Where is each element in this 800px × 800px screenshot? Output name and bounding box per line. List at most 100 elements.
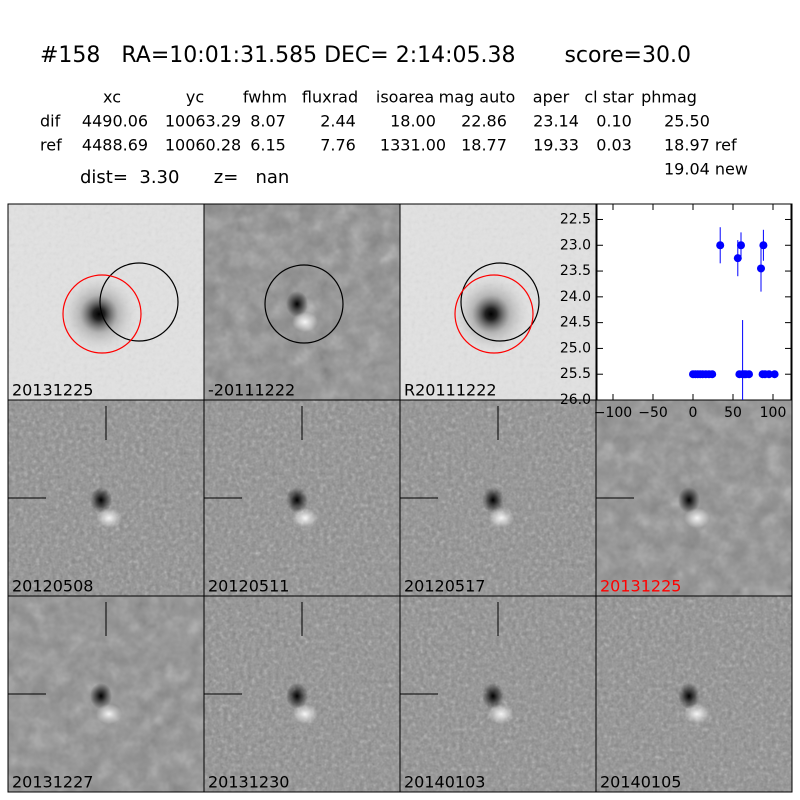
point	[733, 254, 742, 263]
point-group	[708, 370, 717, 379]
light-spot	[488, 704, 514, 724]
column-header: fwhm	[243, 88, 287, 107]
point-group	[765, 370, 773, 379]
table-cell: 0.03	[596, 136, 632, 155]
stamp-label: 20140103	[404, 773, 485, 792]
table-cell: 18.97 ref	[664, 136, 737, 155]
aperture-ref	[62, 274, 142, 354]
dark-spot	[482, 487, 504, 513]
table-cell: 25.50	[664, 112, 710, 131]
dark-spot	[286, 683, 308, 709]
y-tick-label: 25.5	[560, 366, 591, 382]
row-label: ref	[40, 136, 62, 155]
stamp-label: 20131230	[208, 773, 289, 792]
light-spot	[96, 508, 122, 528]
table-cell: 18.00	[390, 112, 436, 131]
galaxy	[61, 276, 137, 352]
stamp-label: 20131225	[12, 381, 93, 400]
aperture	[99, 262, 179, 342]
stamp-label: 20140105	[600, 773, 681, 792]
column-header: mag auto	[439, 88, 516, 107]
stamp-label: R20111222	[404, 381, 497, 400]
stamp-label: 20120517	[404, 577, 485, 596]
row-label: dif	[40, 112, 61, 131]
y-tick-label: 23.5	[560, 263, 591, 279]
point	[745, 370, 753, 379]
aperture	[264, 264, 344, 344]
y-tick-label: 24.5	[560, 315, 591, 331]
panel-frame	[595, 595, 793, 793]
point	[770, 370, 779, 379]
column-header: phmag	[641, 88, 697, 107]
stamp-label: 20120508	[12, 577, 93, 596]
point	[765, 370, 773, 379]
plot-bg	[596, 203, 792, 401]
light-spot	[488, 508, 514, 528]
x-tick-label: 0	[689, 405, 698, 421]
table-cell: 7.76	[320, 136, 356, 155]
dark-spot	[286, 291, 308, 317]
table-cell: 2.44	[320, 112, 356, 131]
stamp-label: 20131225	[600, 577, 681, 596]
light-spot	[292, 508, 318, 528]
light-spot	[684, 508, 710, 528]
point-group	[716, 227, 725, 264]
aperture	[460, 262, 540, 342]
point	[759, 241, 768, 250]
point	[757, 264, 765, 273]
y-tick-label: 25.0	[560, 340, 591, 356]
point-group	[757, 245, 765, 292]
x-tick-label: 100	[760, 405, 787, 421]
light-spot	[684, 704, 710, 724]
point	[716, 241, 725, 250]
x-tick-label: 50	[724, 405, 742, 421]
dark-spot	[482, 683, 504, 709]
point	[737, 241, 745, 250]
table-note: 19.04 new	[664, 160, 748, 179]
table-cell: 18.77	[461, 136, 507, 155]
point-group	[745, 370, 753, 379]
galaxy	[453, 276, 529, 352]
point	[708, 370, 717, 379]
column-header: yc	[186, 88, 204, 107]
table-cell: 4488.69	[82, 136, 148, 155]
table-cell: 22.86	[461, 112, 507, 131]
table-cell: 19.33	[533, 136, 579, 155]
column-header: fluxrad	[302, 88, 358, 107]
point-group	[759, 229, 768, 261]
x-tick-label: −50	[638, 405, 668, 421]
light-spot	[292, 704, 318, 724]
table-cell: 23.14	[533, 112, 579, 131]
table-cell: 6.15	[250, 136, 286, 155]
point-group	[770, 370, 779, 379]
title: #158 RA=10:01:31.585 DEC= 2:14:05.38 sco…	[40, 43, 691, 68]
column-header: cl star	[584, 88, 634, 107]
table-cell: 10060.28	[165, 136, 241, 155]
x-tick-label: −100	[594, 405, 632, 421]
y-tick-label: 23.0	[560, 237, 591, 253]
stamp-label: -20111222	[208, 381, 295, 400]
table-cell: 10063.29	[165, 112, 241, 131]
dark-spot	[90, 487, 112, 513]
y-tick-label: 22.5	[560, 211, 591, 227]
column-header: isoarea	[376, 88, 434, 107]
aperture-ref	[454, 274, 534, 354]
column-header: xc	[103, 88, 121, 107]
dist-line: dist= 3.30 z= nan	[80, 167, 289, 188]
dark-spot	[286, 487, 308, 513]
light-spot	[292, 312, 318, 332]
table-cell: 0.10	[596, 112, 632, 131]
dark-spot	[678, 683, 700, 709]
dark-spot	[678, 487, 700, 513]
stamp-label: 20131227	[12, 773, 93, 792]
stamp-label: 20120511	[208, 577, 289, 596]
table-cell: 8.07	[250, 112, 286, 131]
table-cell: 4490.06	[82, 112, 148, 131]
y-tick-label: 26.0	[560, 392, 591, 408]
dark-spot	[90, 683, 112, 709]
table-cell: 1331.00	[380, 136, 446, 155]
column-header: aper	[533, 88, 570, 107]
y-tick-label: 24.0	[560, 289, 591, 305]
light-spot	[96, 704, 122, 724]
